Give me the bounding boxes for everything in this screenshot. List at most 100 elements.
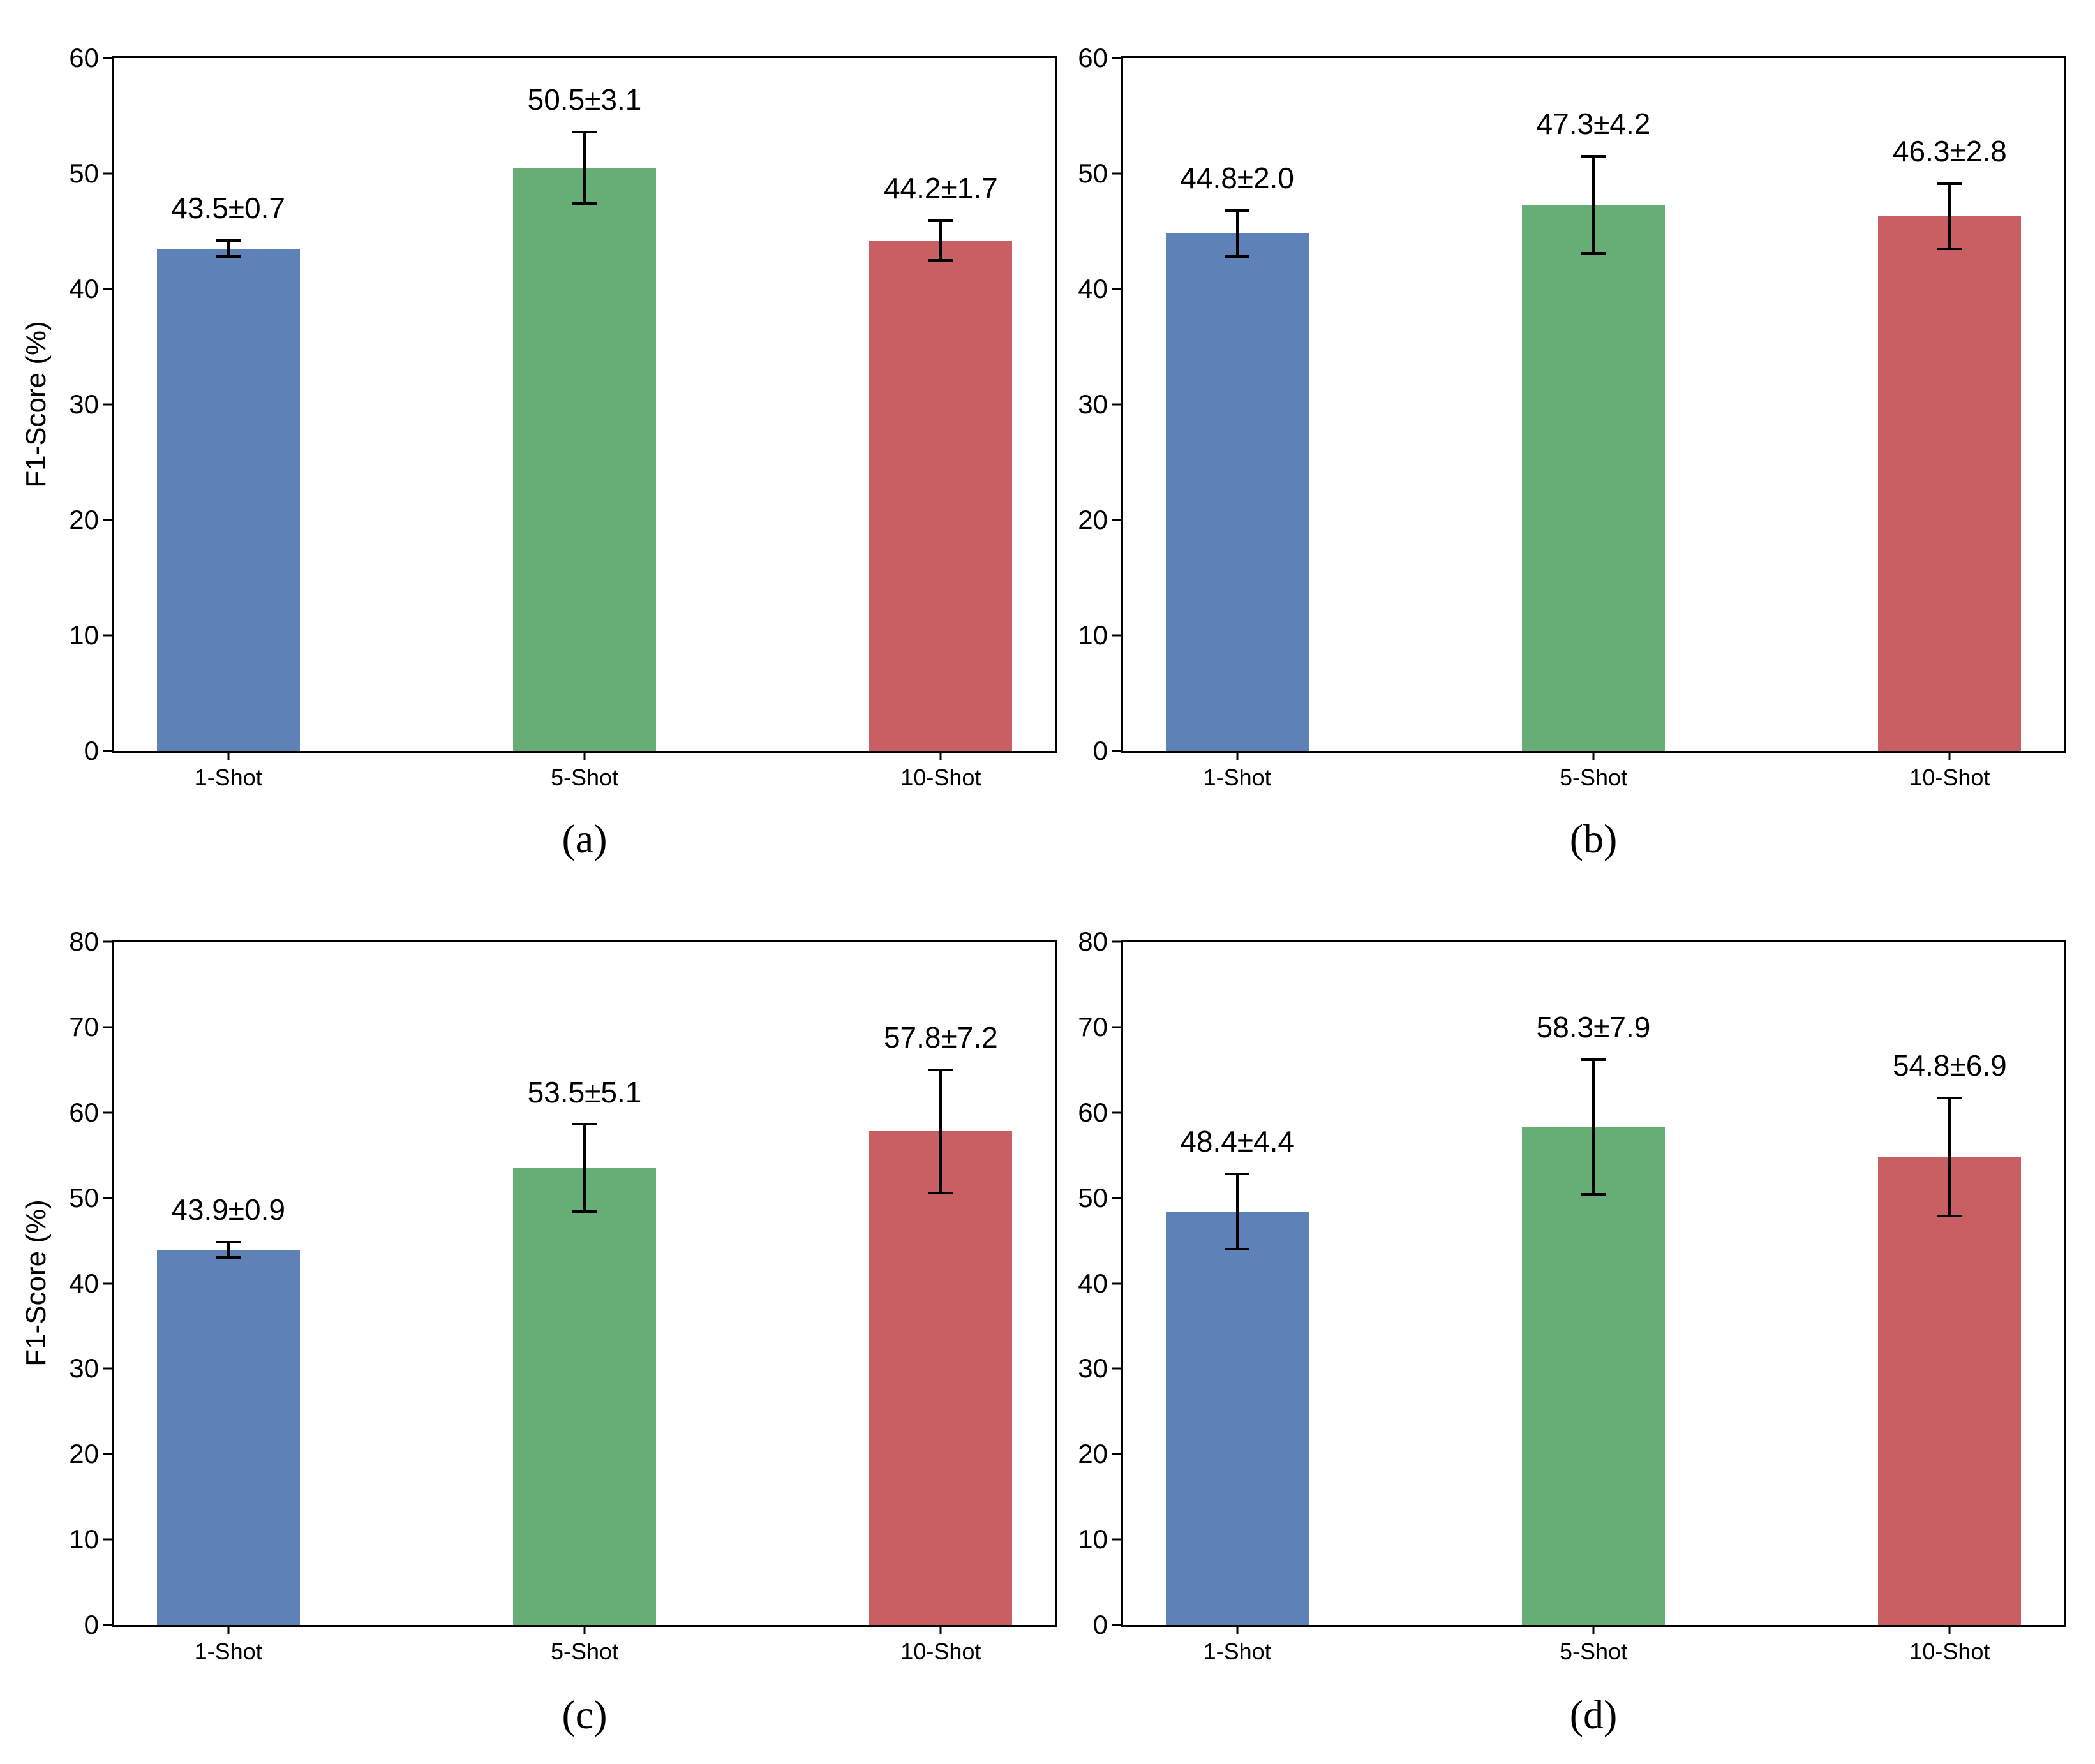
y-tick-label: 60 (1078, 43, 1108, 73)
y-tick-mark (103, 940, 112, 943)
y-tick-label: 40 (1078, 274, 1108, 304)
bar-value-label: 54.8±6.9 (1892, 1049, 2007, 1082)
error-bar-cap-bottom (216, 1256, 241, 1259)
y-tick-label: 70 (1078, 1011, 1108, 1042)
x-tick-mark (1948, 751, 1951, 760)
y-tick-mark (103, 403, 112, 406)
error-bar-cap-top (928, 1068, 953, 1071)
error-bar-line (227, 1242, 230, 1258)
y-tick-label: 50 (1078, 1182, 1108, 1213)
error-bar-cap-bottom (1225, 1247, 1249, 1250)
y-tick-label: 0 (84, 1610, 99, 1640)
y-tick-mark (1112, 1197, 1121, 1199)
x-tick-label: 10-Shot (900, 1638, 981, 1664)
y-tick-mark (103, 1453, 112, 1455)
error-bar-line (583, 1124, 586, 1212)
y-axis-label: F1-Score (%) (20, 321, 52, 488)
y-tick-mark (103, 1197, 112, 1199)
error-bar-cap-bottom (572, 1210, 597, 1213)
y-tick-mark (103, 1538, 112, 1541)
bar-value-label: 58.3±7.9 (1536, 1010, 1651, 1044)
y-tick-mark (103, 1624, 112, 1626)
error-bar-cap-bottom (928, 1191, 953, 1194)
y-tick-label: 40 (1078, 1268, 1108, 1298)
y-tick-mark (1112, 1111, 1121, 1114)
x-tick-label: 5-Shot (1559, 764, 1628, 790)
x-tick-label: 5-Shot (550, 764, 619, 790)
y-tick-label: 60 (69, 1097, 99, 1127)
y-tick-mark (103, 519, 112, 521)
y-tick-label: 20 (69, 1439, 99, 1469)
x-tick-label: 1-Shot (1203, 1638, 1271, 1664)
error-bar-cap-top (216, 239, 241, 242)
bar-value-label: 47.3±4.2 (1536, 107, 1651, 140)
error-bar-cap-top (216, 1241, 241, 1244)
x-tick-mark (1236, 751, 1239, 760)
x-tick-mark (1592, 1625, 1595, 1634)
y-tick-mark (103, 1026, 112, 1028)
x-tick-mark (227, 1625, 230, 1634)
panel-caption: (c) (562, 1692, 608, 1737)
bar-10-shot (1878, 216, 2022, 751)
y-tick-mark (1112, 1282, 1121, 1284)
error-bar-cap-top (1225, 209, 1249, 212)
y-tick-mark (1112, 1624, 1121, 1626)
x-tick-mark (1236, 1625, 1239, 1634)
y-tick-label: 30 (1078, 1353, 1108, 1384)
y-tick-label: 30 (69, 1353, 99, 1384)
error-bar-cap-bottom (216, 255, 241, 258)
error-bar-line (939, 221, 943, 260)
plot-area: 0 10 20 30 40 50 60 70 80 43.9±0.9 1-Shot 53.5±5.1 5… (69, 928, 1057, 1663)
y-tick-mark (103, 57, 112, 59)
y-tick-mark (1112, 172, 1121, 175)
x-tick-label: 10-Shot (1909, 1638, 1990, 1664)
x-tick-mark (939, 1625, 942, 1634)
y-tick-label: 80 (1078, 926, 1108, 956)
bar-5-shot (1522, 204, 1665, 751)
y-tick-label: 40 (69, 274, 99, 304)
bar-5-shot (513, 1167, 656, 1625)
y-tick-mark (103, 1367, 112, 1370)
y-tick-label: 0 (1092, 1610, 1108, 1640)
plot-area: 0 10 20 30 40 50 60 44.8±2.0 1-Shot 47.3±4.2 5-Sho… (1078, 45, 2066, 789)
y-tick-label: 20 (69, 505, 99, 535)
x-tick-label: 5-Shot (1559, 1638, 1628, 1664)
y-tick-mark (1112, 288, 1121, 290)
error-bar-line (583, 131, 586, 204)
x-tick-label: 5-Shot (550, 1638, 619, 1664)
y-tick-mark (103, 288, 112, 290)
y-tick-label: 10 (69, 620, 99, 650)
bar-10-shot (1878, 1157, 2022, 1625)
bar-value-label: 50.5±3.1 (527, 82, 642, 116)
bar-value-label: 43.5±0.7 (171, 191, 286, 225)
y-tick-label: 20 (1078, 505, 1108, 535)
bar-value-label: 53.5±5.1 (527, 1075, 642, 1109)
bar-value-label: 43.9±0.9 (171, 1193, 286, 1227)
x-tick-mark (227, 751, 230, 760)
y-tick-label: 70 (69, 1011, 99, 1042)
bar-1-shot (1165, 233, 1309, 751)
y-tick-mark (103, 634, 112, 637)
y-tick-mark (1112, 1026, 1121, 1028)
y-tick-mark (1112, 634, 1121, 637)
error-bar-line (1948, 184, 1951, 249)
panel-caption: (b) (1569, 816, 1618, 861)
y-tick-mark (1112, 519, 1121, 521)
error-bar-cap-top (1581, 1058, 1606, 1061)
error-bar-cap-top (928, 219, 953, 223)
error-bar-cap-bottom (572, 202, 597, 205)
x-tick-label: 10-Shot (900, 764, 981, 790)
error-bar-cap-top (572, 130, 597, 133)
bar-1-shot (156, 1250, 300, 1625)
y-tick-mark (1112, 1367, 1121, 1370)
error-bar-cap-top (1937, 182, 1962, 186)
bar-value-label: 57.8±7.2 (883, 1020, 998, 1054)
bar-value-label: 44.2±1.7 (883, 172, 998, 205)
bar-1-shot (1165, 1212, 1309, 1625)
y-tick-label: 0 (1092, 736, 1108, 766)
error-bar-cap-bottom (1581, 251, 1606, 255)
error-bar-line (1948, 1097, 1951, 1216)
bar-5-shot (513, 167, 656, 751)
error-bar-line (939, 1069, 943, 1193)
error-bar-cap-bottom (1937, 1214, 1962, 1217)
